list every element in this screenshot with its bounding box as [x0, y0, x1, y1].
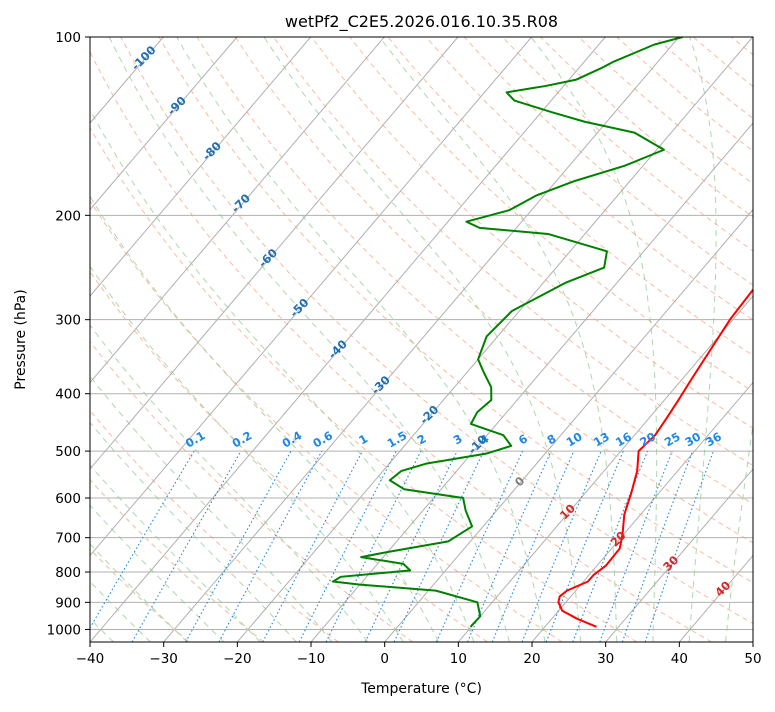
mixing-ratio-label: 10: [564, 429, 585, 449]
dry-adiabat-line: [120, 37, 753, 625]
dry-adiabat-line: [90, 199, 563, 642]
y-tick-label: 500: [55, 444, 81, 460]
moist-adiabat-line: [688, 37, 717, 642]
dry-adiabat-line: [90, 478, 265, 642]
isotherm-line: [310, 122, 753, 642]
y-tick-label: 900: [55, 595, 81, 611]
dry-adiabat-line: [90, 340, 414, 642]
y-axis-label: Pressure (hPa): [13, 289, 29, 389]
moist-adiabat-line: [90, 265, 404, 642]
moist-adiabat-line: [90, 464, 261, 642]
dry-adiabat-line: [311, 37, 753, 429]
x-tick-label: 0: [380, 651, 389, 667]
grid-layer: [90, 37, 753, 642]
moist-adiabat-line: [90, 195, 439, 642]
y-tick-label: 800: [55, 565, 81, 581]
y-tick-label: 300: [55, 313, 81, 329]
x-tick-label: 50: [744, 651, 761, 667]
x-tick-label: 10: [450, 651, 467, 667]
mixing-ratio-label: 25: [662, 429, 683, 449]
mixing-ratio-label: 36: [703, 429, 724, 449]
moist-adiabat-line: [90, 421, 297, 642]
plot-frame: [89, 36, 754, 643]
moist-adiabat-line: [90, 108, 475, 642]
isotherm-line: [90, 37, 459, 470]
moist-adiabat-line: [90, 375, 333, 642]
profiles-layer: [332, 37, 753, 628]
moist-adiabat-line: [90, 504, 225, 642]
isotherm-line: [90, 37, 312, 297]
mixing-ratio-line: [185, 450, 292, 642]
isotherm-line: [163, 37, 680, 642]
isotherm-line: [531, 381, 753, 642]
mixing-ratio-label: 13: [591, 429, 612, 449]
moist-adiabat-line: [530, 37, 658, 642]
x-tick-label: 40: [671, 651, 688, 667]
dry-adiabat-line: [196, 37, 753, 544]
mixing-ratio-line: [621, 450, 694, 642]
mixing-ratio-line: [545, 450, 624, 642]
dry-adiabat-line: [425, 37, 753, 321]
y-tick-label: 600: [55, 491, 81, 507]
x-tick-label: 20: [523, 651, 540, 667]
mixing-ratio-line: [467, 450, 552, 642]
x-tick-label: −10: [297, 651, 326, 667]
mixing-ratio-line: [435, 450, 524, 642]
isotherm-line: [90, 37, 533, 557]
isotherm-line: [605, 468, 753, 642]
x-tick-label: −20: [223, 651, 252, 667]
y-tick-label: 200: [55, 208, 81, 224]
x-tick-label: −40: [76, 651, 105, 667]
mixing-ratio-label: 16: [613, 429, 634, 449]
isotherm-line: [90, 37, 238, 211]
mixing-ratio-label: 30: [682, 429, 703, 449]
mixing-ratio-line: [644, 450, 715, 642]
dry-adiabat-line: [90, 126, 638, 642]
isotherm-line: [384, 208, 753, 642]
dry-adiabat-line: [90, 270, 488, 642]
x-tick-label: 30: [597, 651, 614, 667]
dewpoint-profile-line: [332, 37, 683, 628]
y-tick-label: 700: [55, 531, 81, 547]
temperature-profile-line: [557, 288, 753, 628]
dry-adiabat-line: [90, 50, 712, 642]
moist-adiabat-line: [378, 37, 618, 642]
mixing-ratio-line: [325, 450, 422, 642]
mixing-ratio-line: [298, 450, 397, 642]
mixing-ratio-label: 20: [637, 429, 658, 449]
dry-adiabat-line: [234, 37, 753, 505]
x-axis-label: Temperature (°C): [360, 681, 482, 697]
isotherm-line: [236, 37, 753, 642]
mixing-ratio-line: [572, 450, 649, 642]
mixing-ratio-line: [521, 450, 602, 642]
chart-title: wetPf2_C2E5.2026.016.10.35.R08: [285, 12, 558, 32]
moist-adiabat-line: [725, 421, 753, 642]
moist-adiabat-line: [108, 37, 510, 642]
mixing-ratio-line: [491, 450, 575, 642]
y-tick-label: 1000: [47, 622, 81, 638]
y-tick-label: 400: [55, 387, 81, 403]
dry-adiabat-line: [90, 409, 339, 642]
isotherm-line: [90, 37, 606, 642]
mixing-ratio-line: [218, 450, 323, 642]
moist-adiabat-line: [90, 543, 188, 642]
dry-adiabat-line: [387, 37, 753, 357]
dry-adiabat-line: [90, 548, 190, 642]
dry-adiabat-line: [158, 37, 753, 584]
moist-adiabat-line: [90, 580, 151, 642]
axes-layer: −40 −30 −20 −10 0 10 20 30 40 50 100 200 300 400 500 60…: [47, 30, 762, 667]
mixing-ratio-line: [599, 450, 673, 642]
isotherm-line: [90, 37, 385, 384]
x-tick-label: −30: [149, 651, 178, 667]
y-tick-label: 100: [55, 30, 81, 46]
